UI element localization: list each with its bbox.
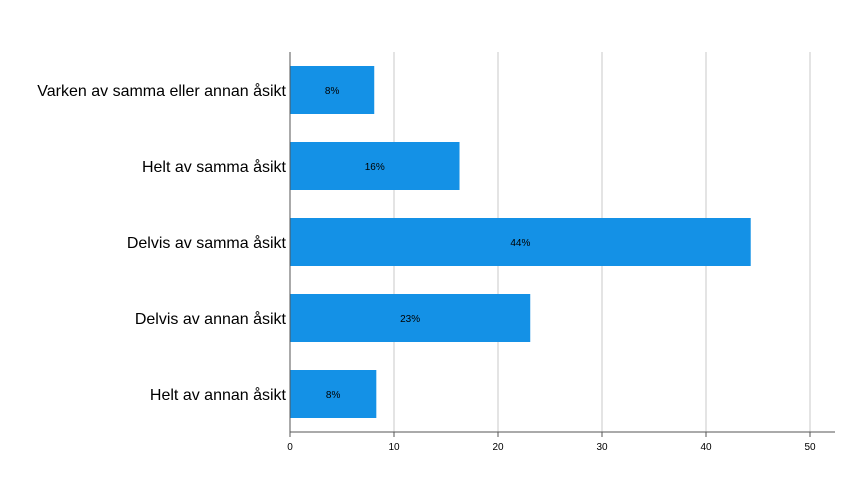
axes xyxy=(289,52,835,437)
x-tick-label-20: 20 xyxy=(492,442,504,453)
category-label-1: Helt av samma åsikt xyxy=(142,158,287,176)
category-label-2: Delvis av samma åsikt xyxy=(127,234,287,252)
bars xyxy=(290,66,751,418)
data-label-4: 8% xyxy=(326,390,341,401)
category-label-0: Varken av samma eller annan åsikt xyxy=(37,82,286,100)
data-label-2: 44% xyxy=(510,238,530,249)
category-label-3: Delvis av annan åsikt xyxy=(135,310,287,328)
bar-4 xyxy=(290,370,377,418)
labels: 8% Varken av samma eller annan åsikt 16% He… xyxy=(37,82,816,453)
bar-0 xyxy=(290,66,375,114)
bar-2 xyxy=(290,218,751,266)
bar-3 xyxy=(290,294,531,342)
data-label-0: 8% xyxy=(325,86,340,97)
x-tick-label-0: 0 xyxy=(287,442,293,453)
data-label-3: 23% xyxy=(400,314,420,325)
x-tick-label-50: 50 xyxy=(804,442,816,453)
x-tick-label-30: 30 xyxy=(596,442,608,453)
x-tick-label-40: 40 xyxy=(700,442,712,453)
bar-1 xyxy=(290,142,460,190)
category-label-4: Helt av annan åsikt xyxy=(150,386,287,404)
data-label-1: 16% xyxy=(365,162,385,173)
x-tick-label-10: 10 xyxy=(388,442,400,453)
